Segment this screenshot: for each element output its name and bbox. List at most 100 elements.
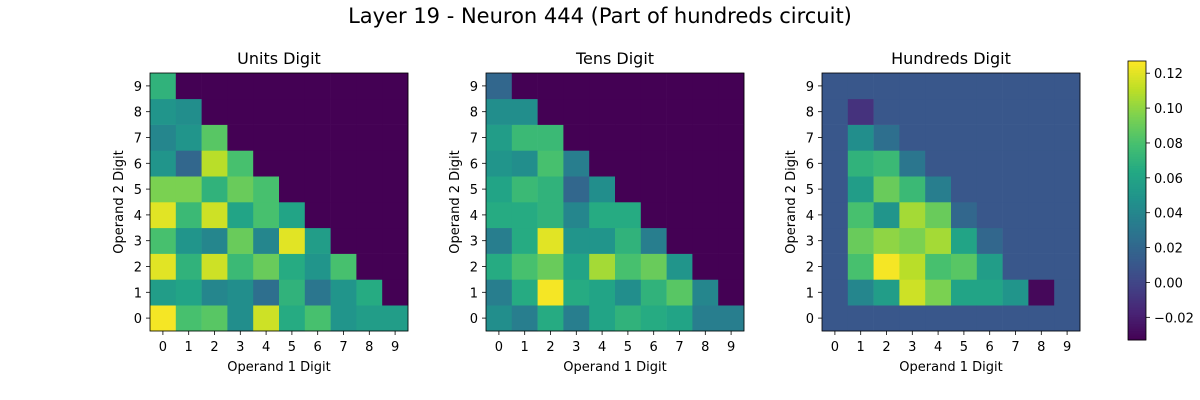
- colorbar-segment: [1128, 88, 1146, 92]
- panel-3-cell-3-4: [899, 202, 926, 229]
- panel-2-cell-4-4: [589, 202, 616, 229]
- panel-3-cell-1-5: [847, 176, 874, 203]
- panel-3-x-axis-label: Operand 1 Digit: [899, 360, 1002, 375]
- panel-2-cell-1-8: [511, 98, 538, 125]
- panel-1-cell-5-6: [279, 150, 306, 177]
- panel-2-cell-2-6: [537, 150, 564, 177]
- colorbar-segment: [1128, 333, 1146, 336]
- colorbar-segment: [1128, 151, 1146, 155]
- panel-1-y-tick-label: 9: [134, 80, 142, 95]
- panel-2-x-tick-label: 8: [701, 340, 709, 355]
- panel-1-cell-7-4: [330, 202, 357, 229]
- panel-3-cell-6-4: [976, 202, 1003, 229]
- panel-3-cell-3-6: [899, 150, 926, 177]
- colorbar-tick-label: 0.10: [1154, 102, 1183, 117]
- colorbar-segment: [1128, 274, 1146, 278]
- panel-3-cell-2-6: [873, 150, 900, 177]
- panel-2-cell-0-7: [486, 124, 513, 151]
- panel-2-cell-6-3: [640, 227, 667, 254]
- colorbar-segment: [1128, 300, 1146, 304]
- panel-2-x-tick-label: 9: [727, 340, 735, 355]
- panel-3-cell-3-5: [899, 176, 926, 203]
- panel-3-cell-4-4: [925, 202, 952, 229]
- panel-1-cell-1-4: [175, 202, 202, 229]
- panel-3-cell-6-5: [976, 176, 1003, 203]
- panel-3-cell-6-7: [976, 124, 1003, 151]
- panel-2-x-tick-label: 4: [598, 340, 606, 355]
- panel-1-cell-1-9: [175, 73, 202, 100]
- colorbar-segment: [1128, 191, 1146, 194]
- panel-2-cell-1-2: [511, 253, 538, 280]
- panel-3-cell-8-3: [1028, 227, 1055, 254]
- panel-3-cell-6-8: [976, 98, 1003, 125]
- panel-1-cell-8-9: [356, 73, 383, 100]
- colorbar-segment: [1128, 216, 1146, 220]
- panel-2-cell-8-5: [692, 176, 719, 203]
- colorbar-segment: [1128, 100, 1146, 104]
- panel-3-cell-5-1: [951, 279, 978, 306]
- panel-2-cell-3-8: [563, 98, 590, 125]
- colorbar-segment: [1128, 179, 1146, 183]
- panel-3-y-tick-label: 7: [806, 132, 814, 147]
- colorbar-segment: [1128, 214, 1146, 218]
- panel-2-cell-7-4: [666, 202, 693, 229]
- panel-1-cell-8-7: [356, 124, 383, 151]
- panel-2-cell-0-2: [486, 253, 513, 280]
- panel-3-cell-1-1: [847, 279, 874, 306]
- panel-2-x-tick-label: 2: [546, 340, 554, 355]
- panel-3-cell-4-6: [925, 150, 952, 177]
- panel-3-cell-3-8: [899, 98, 926, 125]
- panel-2-cell-1-3: [511, 227, 538, 254]
- panel-2-cell-2-0: [537, 305, 564, 332]
- colorbar-segment: [1128, 319, 1146, 322]
- panel-3-cell-1-0: [847, 305, 874, 332]
- colorbar-segment: [1128, 263, 1146, 266]
- colorbar-segment: [1128, 312, 1146, 315]
- colorbar-segment: [1128, 102, 1146, 106]
- panel-1-cell-5-2: [279, 253, 306, 280]
- panel-3-cell-7-7: [1002, 124, 1029, 151]
- panel-3-cell-2-0: [873, 305, 900, 332]
- panel-1-x-tick-label: 5: [288, 340, 296, 355]
- panel-2-cell-2-5: [537, 176, 564, 203]
- colorbar-segment: [1128, 142, 1146, 146]
- panel-1-cell-7-3: [330, 227, 357, 254]
- colorbar-segment: [1128, 167, 1146, 171]
- panel-3-title: Hundreds Digit: [891, 49, 1011, 68]
- panel-3-x-tick-label: 2: [882, 340, 890, 355]
- panel-3-cell-0-7: [822, 124, 849, 151]
- colorbar-segment: [1128, 154, 1146, 157]
- panel-3-cell-7-4: [1002, 202, 1029, 229]
- panel-1-cell-5-9: [279, 73, 306, 100]
- colorbar-segment: [1128, 260, 1146, 264]
- panel-2-x-tick-label: 5: [624, 340, 632, 355]
- colorbar-segment: [1128, 298, 1146, 301]
- panel-2-cell-6-6: [640, 150, 667, 177]
- panel-3-cell-1-9: [847, 73, 874, 100]
- panel-3-cell-4-1: [925, 279, 952, 306]
- panel-3-cell-2-3: [873, 227, 900, 254]
- panel-1-cell-6-6: [304, 150, 331, 177]
- panel-2-cell-5-2: [615, 253, 642, 280]
- panel-3-cell-4-5: [925, 176, 952, 203]
- panel-1-cell-1-3: [175, 227, 202, 254]
- panel-1-cell-9-8: [382, 98, 409, 125]
- panel-2-cell-7-8: [666, 98, 693, 125]
- colorbar-segment: [1128, 112, 1146, 115]
- panel-1-cell-1-2: [175, 253, 202, 280]
- colorbar-segment: [1128, 177, 1146, 180]
- panel-2-y-tick-label: 8: [470, 106, 478, 121]
- panel-2-cell-7-5: [666, 176, 693, 203]
- panel-2-cell-5-6: [615, 150, 642, 177]
- panel-3-cell-2-5: [873, 176, 900, 203]
- panel-2-cell-5-7: [615, 124, 642, 151]
- colorbar-segment: [1128, 172, 1146, 176]
- colorbar-segment: [1128, 321, 1146, 325]
- panel-3-cell-2-2: [873, 253, 900, 280]
- panel-1-cell-0-7: [150, 124, 177, 151]
- panel-1-cell-2-3: [201, 227, 228, 254]
- panel-1-y-tick-label: 5: [134, 183, 142, 198]
- panel-3-cell-5-3: [951, 227, 978, 254]
- panel-2-cell-1-1: [511, 279, 538, 306]
- colorbar-segment: [1128, 240, 1146, 243]
